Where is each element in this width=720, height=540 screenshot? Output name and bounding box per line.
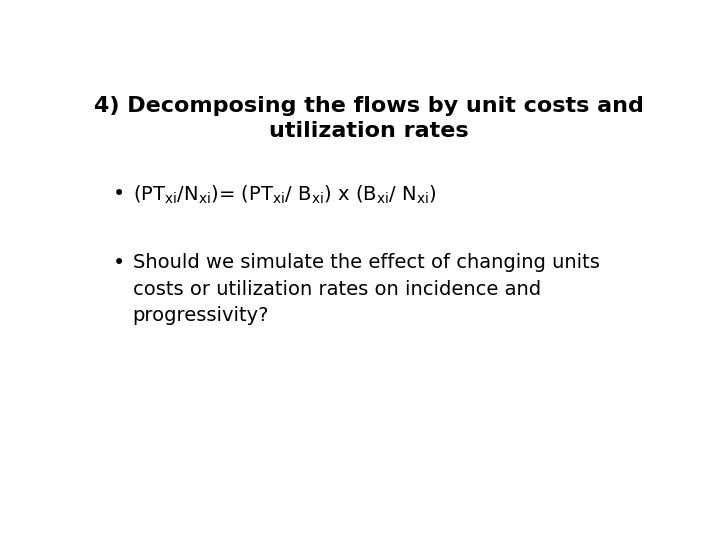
Text: Should we simulate the effect of changing units
costs or utilization rates on in: Should we simulate the effect of changin… <box>132 253 600 326</box>
Text: (PT$_{\mathsf{xi}}$/N$_{\mathsf{xi}}$)= (PT$_{\mathsf{xi}}$/ B$_{\mathsf{xi}}$) : (PT$_{\mathsf{xi}}$/N$_{\mathsf{xi}}$)= … <box>132 184 436 206</box>
Text: 4) Decomposing the flows by unit costs and
utilization rates: 4) Decomposing the flows by unit costs a… <box>94 96 644 141</box>
Text: •: • <box>113 184 125 204</box>
Text: •: • <box>113 253 125 273</box>
